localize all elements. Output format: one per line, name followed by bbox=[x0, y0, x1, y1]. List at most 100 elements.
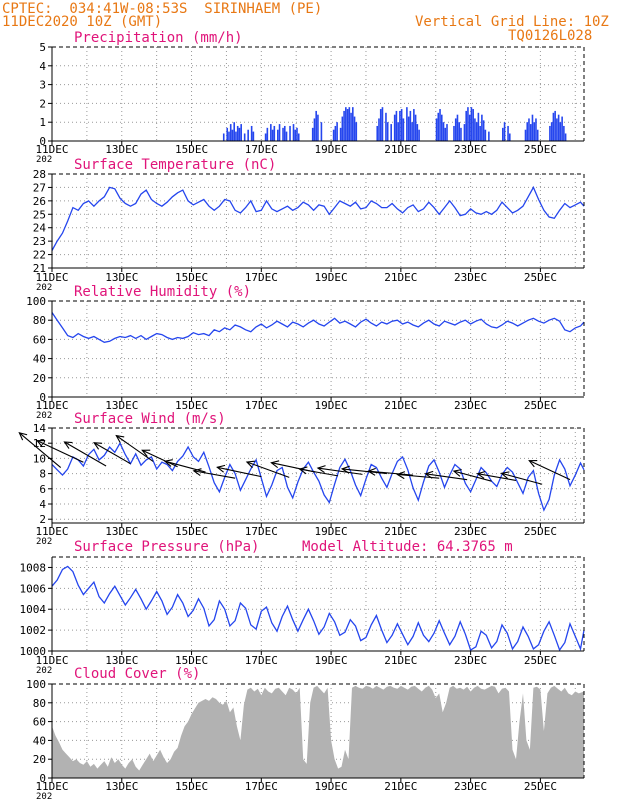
wind-arrow-head bbox=[270, 460, 280, 469]
x-tick-label: 23DEC bbox=[454, 654, 487, 667]
x-tick-label: 17DEC bbox=[245, 780, 278, 793]
x-tick-label: 19DEC bbox=[315, 654, 348, 667]
precip-bar bbox=[235, 131, 237, 141]
y-tick-label: 40 bbox=[33, 734, 46, 747]
x-tick-label: 15DEC bbox=[175, 271, 208, 284]
panel-4 bbox=[48, 556, 585, 655]
precip-bar bbox=[406, 107, 408, 141]
x-tick-label: 11DEC bbox=[35, 525, 68, 538]
precip-bar bbox=[393, 114, 396, 141]
precip-bar bbox=[536, 129, 539, 141]
year-label: 202 bbox=[36, 537, 52, 547]
precip-bar bbox=[460, 127, 462, 141]
precip-bar bbox=[470, 107, 473, 141]
x-tick-label: 17DEC bbox=[245, 143, 278, 156]
precip-bar bbox=[315, 110, 317, 141]
x-tick-label: 13DEC bbox=[105, 654, 138, 667]
precip-bar bbox=[346, 109, 349, 141]
wind-arrow-head bbox=[115, 434, 125, 443]
wind-arrow-head bbox=[316, 465, 326, 474]
y-tick-label: 23 bbox=[33, 235, 46, 248]
run-time: 11DEC2020 10Z (GMT) bbox=[2, 14, 163, 30]
precip-bar bbox=[468, 114, 471, 141]
y-tick-label: 27 bbox=[33, 181, 46, 194]
panel-3 bbox=[18, 427, 585, 527]
x-tick-label: 17DEC bbox=[245, 525, 278, 538]
precip-bar bbox=[247, 129, 249, 141]
precip-bar bbox=[350, 112, 352, 141]
y-tick-label: 40 bbox=[33, 353, 46, 366]
precip-bar bbox=[228, 131, 230, 141]
precip-bar bbox=[250, 125, 253, 141]
wind-arrow-head bbox=[18, 431, 28, 441]
y-tick-label: 22 bbox=[33, 249, 46, 262]
precip-bar bbox=[311, 127, 314, 141]
precip-bar bbox=[345, 107, 347, 141]
y-tick-label: 0 bbox=[39, 135, 46, 148]
precip-bar bbox=[386, 122, 389, 141]
precip-bar bbox=[341, 116, 344, 141]
wind-arrow-head bbox=[63, 441, 73, 449]
precip-bar bbox=[564, 133, 567, 141]
panel-title: Relative Humidity (%) bbox=[74, 284, 251, 300]
precip-bar bbox=[414, 114, 417, 141]
y-tick-label: 1002 bbox=[20, 624, 47, 637]
x-tick-label: 25DEC bbox=[524, 143, 557, 156]
x-tick-label: 15DEC bbox=[175, 525, 208, 538]
y-tick-label: 4 bbox=[39, 60, 46, 73]
precip-bar bbox=[552, 112, 555, 141]
x-tick-label: 25DEC bbox=[524, 271, 557, 284]
x-tick-label: 19DEC bbox=[315, 780, 348, 793]
wind-arrow-head bbox=[528, 460, 538, 468]
precip-bar bbox=[332, 129, 335, 141]
wind-arrow bbox=[477, 473, 517, 481]
panel-5 bbox=[48, 683, 585, 782]
precip-bar bbox=[378, 118, 380, 141]
x-tick-label: 17DEC bbox=[245, 399, 278, 412]
x-tick-label: 25DEC bbox=[524, 399, 557, 412]
precip-bar bbox=[348, 107, 351, 141]
precip-bar bbox=[240, 124, 242, 141]
precip-bar bbox=[313, 118, 316, 141]
wind-arrow-head bbox=[340, 465, 350, 474]
wind-arrow-head bbox=[141, 449, 151, 457]
x-tick-label: 21DEC bbox=[384, 654, 417, 667]
y-tick-label: 1008 bbox=[20, 561, 47, 574]
panel-0 bbox=[48, 46, 585, 145]
precip-bar bbox=[444, 127, 447, 141]
precip-bar bbox=[282, 127, 284, 141]
precip-bar bbox=[440, 114, 443, 141]
y-tick-label: 14 bbox=[33, 422, 47, 435]
wind-arrow bbox=[317, 467, 363, 475]
precip-bar bbox=[270, 124, 272, 141]
precip-bar bbox=[292, 124, 295, 141]
precip-bar bbox=[439, 109, 441, 141]
x-tick-label: 11DEC bbox=[35, 271, 68, 284]
x-tick-label: 21DEC bbox=[384, 780, 417, 793]
precip-bar bbox=[334, 125, 337, 141]
x-tick-label: 15DEC bbox=[175, 654, 208, 667]
precip-bar bbox=[502, 127, 504, 141]
precip-bar bbox=[277, 129, 279, 141]
y-tick-label: 5 bbox=[39, 41, 46, 54]
wind-arrow bbox=[115, 435, 154, 462]
y-tick-label: 100 bbox=[26, 678, 46, 691]
precip-bar bbox=[390, 124, 392, 141]
precip-bar bbox=[385, 112, 387, 141]
precip-bar bbox=[252, 131, 255, 141]
precip-bar bbox=[550, 122, 553, 141]
precip-bar bbox=[320, 122, 323, 141]
wind-arrow-head bbox=[424, 470, 434, 479]
x-tick-label: 13DEC bbox=[105, 399, 138, 412]
precip-bar bbox=[482, 120, 485, 141]
precip-bar bbox=[479, 125, 481, 141]
y-tick-label: 80 bbox=[33, 314, 46, 327]
x-tick-label: 17DEC bbox=[245, 271, 278, 284]
year-label: 202 bbox=[36, 155, 52, 165]
wind-arrow-head bbox=[396, 471, 406, 480]
precip-bar bbox=[435, 118, 438, 141]
precip-bar bbox=[418, 129, 420, 141]
precip-bar bbox=[411, 122, 413, 141]
wind-arrow bbox=[425, 473, 468, 481]
